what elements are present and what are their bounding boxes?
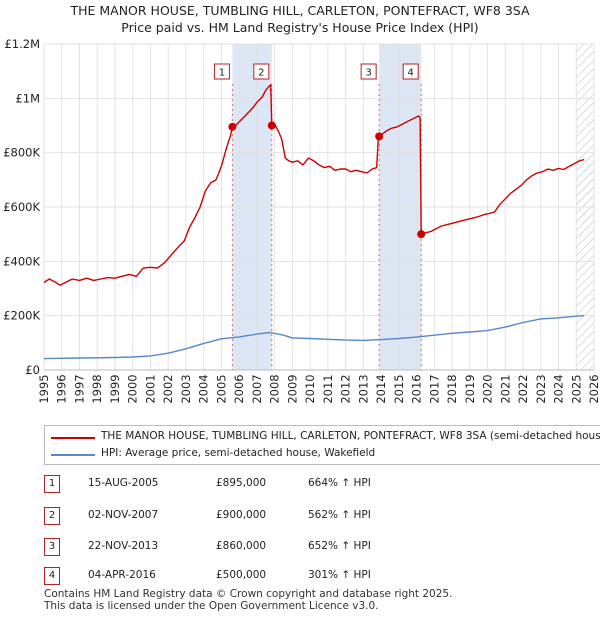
transaction-hpi: 652% ↑ HPI	[308, 540, 371, 552]
x-tick-label: 1999	[108, 374, 122, 403]
sale-marker	[417, 230, 426, 239]
sale-marker	[228, 122, 237, 131]
x-tick-label: 2013	[356, 374, 370, 403]
x-tick-label: 2009	[285, 374, 299, 403]
transaction-number: 1	[44, 475, 60, 493]
x-tick-label: 2000	[126, 374, 140, 403]
x-tick-label: 2026	[587, 374, 600, 403]
legend-line-hpi	[51, 454, 95, 456]
event-label-box	[402, 63, 419, 80]
x-tick-label: 1996	[55, 374, 69, 403]
x-tick-label: 2018	[445, 374, 459, 403]
x-tick-label: 1997	[72, 374, 86, 403]
transaction-price: £900,000	[216, 509, 267, 521]
sale-marker	[375, 132, 384, 141]
y-tick-label: £1M	[15, 91, 40, 105]
event-label-box	[253, 63, 270, 80]
event-label-box	[213, 63, 230, 80]
legend-label-property: THE MANOR HOUSE, TUMBLING HILL, CARLETON…	[101, 430, 600, 442]
transaction-number: 3	[44, 538, 60, 556]
series-line-hpi	[43, 315, 585, 360]
y-tick-label: £400K	[3, 254, 40, 268]
x-tick-label: 2023	[534, 374, 548, 403]
legend-line-property	[51, 437, 95, 439]
x-tick-label: 2025	[569, 374, 583, 403]
x-tick-label: 2024	[552, 374, 566, 403]
series-line-property	[43, 84, 585, 286]
x-tick-label: 2019	[463, 374, 477, 403]
sale-marker	[267, 121, 276, 130]
transaction-date: 04-APR-2016	[88, 569, 156, 581]
x-tick-label: 2021	[498, 374, 512, 403]
x-tick-label: 2010	[303, 374, 317, 403]
legend-label-hpi: HPI: Average price, semi-detached house,…	[101, 447, 376, 459]
event-label-text: 3	[365, 68, 371, 79]
chart-title: THE MANOR HOUSE, TUMBLING HILL, CARLETON…	[70, 3, 530, 18]
transaction-hpi: 562% ↑ HPI	[308, 509, 371, 521]
transaction-number: 2	[44, 507, 60, 525]
transaction-number: 4	[44, 567, 60, 585]
x-tick-label: 2011	[321, 374, 335, 403]
y-tick-label: £600K	[3, 200, 40, 214]
x-tick-label: 2007	[250, 374, 264, 403]
x-tick-label: 1998	[90, 374, 104, 403]
y-tick-label: £200K	[3, 309, 40, 323]
event-label-text: 1	[219, 68, 225, 79]
x-tick-label: 2004	[197, 374, 211, 403]
x-tick-label: 1995	[37, 374, 51, 403]
event-label-text: 2	[258, 68, 264, 79]
footer-copyright: Contains HM Land Registry data © Crown c…	[44, 588, 453, 600]
transaction-price: £500,000	[216, 569, 267, 581]
x-tick-label: 2006	[232, 374, 246, 403]
legend: THE MANOR HOUSE, TUMBLING HILL, CARLETON…	[44, 425, 600, 465]
x-tick-label: 2017	[427, 374, 441, 403]
x-tick-label: 2008	[268, 374, 282, 403]
x-tick-label: 2016	[410, 374, 424, 403]
transaction-price: £895,000	[216, 477, 267, 489]
x-tick-label: 2012	[339, 374, 353, 403]
event-label-text: 4	[408, 68, 414, 79]
transaction-hpi: 664% ↑ HPI	[308, 477, 371, 489]
x-tick-label: 2014	[374, 374, 388, 403]
chart-subtitle: Price paid vs. HM Land Registry's House …	[121, 20, 479, 35]
y-tick-label: £1.2M	[4, 37, 40, 51]
event-label-box	[360, 63, 377, 80]
transaction-date: 22-NOV-2013	[88, 540, 159, 552]
x-tick-label: 2022	[516, 374, 530, 403]
transaction-date: 15-AUG-2005	[88, 477, 159, 489]
x-tick-label: 2015	[392, 374, 406, 403]
y-tick-label: £0	[25, 363, 40, 377]
x-tick-label: 2001	[143, 374, 157, 403]
transaction-price: £860,000	[216, 540, 267, 552]
footer-licence: This data is licensed under the Open Gov…	[44, 600, 379, 612]
x-tick-label: 2005	[214, 374, 228, 403]
x-tick-label: 2002	[161, 374, 175, 403]
transaction-date: 02-NOV-2007	[88, 509, 159, 521]
x-tick-label: 2003	[179, 374, 193, 403]
y-tick-label: £800K	[3, 146, 40, 160]
transaction-hpi: 301% ↑ HPI	[308, 569, 371, 581]
x-tick-label: 2020	[481, 374, 495, 403]
